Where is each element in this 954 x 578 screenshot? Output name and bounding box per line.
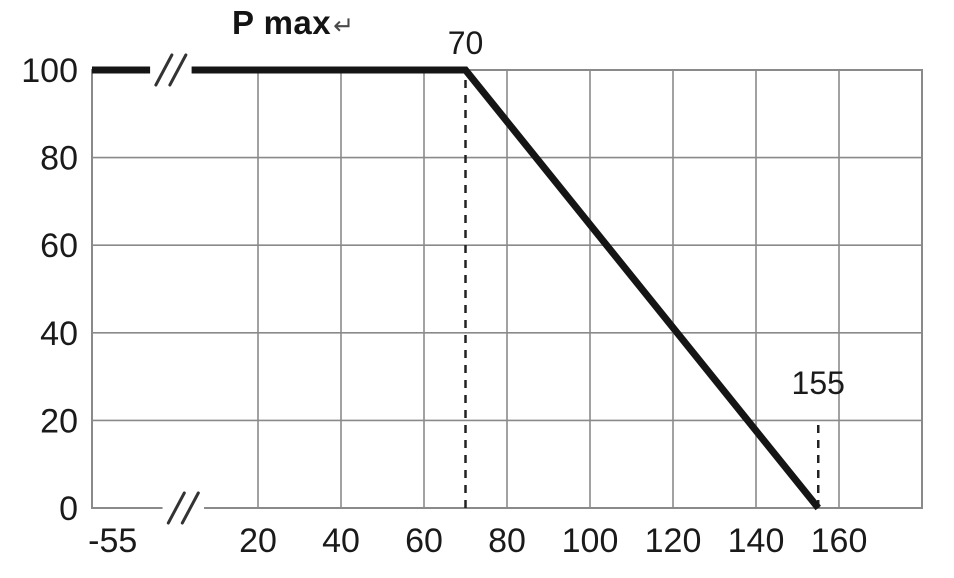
svg-text:100: 100 bbox=[562, 522, 619, 560]
bottom-axis-break-gap bbox=[162, 500, 205, 516]
derating-curve bbox=[92, 66, 821, 511]
plot-border bbox=[91, 69, 923, 509]
bottom-axis-break-slash bbox=[166, 491, 186, 525]
top-axis-break-slash bbox=[168, 53, 188, 87]
top-axis-break-slash bbox=[154, 53, 174, 87]
y-tick-labels: 0 20 40 60 80 100 bbox=[21, 52, 78, 528]
svg-text:120: 120 bbox=[645, 522, 702, 560]
return-glyph: ↵ bbox=[333, 12, 355, 40]
svg-text:20: 20 bbox=[239, 522, 277, 560]
annotation-70: 70 bbox=[448, 25, 484, 61]
svg-text:0: 0 bbox=[59, 490, 78, 528]
top-axis-break-gap bbox=[150, 62, 192, 78]
grid-lines bbox=[92, 70, 922, 508]
chart-title-text: P max bbox=[232, 4, 332, 41]
x-tick-labels: -55 20 40 60 80 100 120 140 160 bbox=[88, 522, 867, 560]
svg-text:-55: -55 bbox=[88, 522, 137, 560]
svg-text:80: 80 bbox=[488, 522, 526, 560]
svg-text:40: 40 bbox=[40, 315, 78, 353]
svg-text:60: 60 bbox=[40, 227, 78, 265]
svg-text:20: 20 bbox=[40, 402, 78, 440]
svg-text:40: 40 bbox=[322, 522, 360, 560]
svg-text:60: 60 bbox=[405, 522, 443, 560]
svg-text:100: 100 bbox=[21, 52, 78, 90]
chart-title: P max↵ bbox=[232, 4, 355, 42]
svg-text:160: 160 bbox=[811, 522, 868, 560]
annotation-155: 155 bbox=[792, 365, 845, 401]
svg-text:80: 80 bbox=[40, 140, 78, 178]
svg-text:140: 140 bbox=[728, 522, 785, 560]
bottom-axis-break-slash bbox=[180, 491, 200, 525]
